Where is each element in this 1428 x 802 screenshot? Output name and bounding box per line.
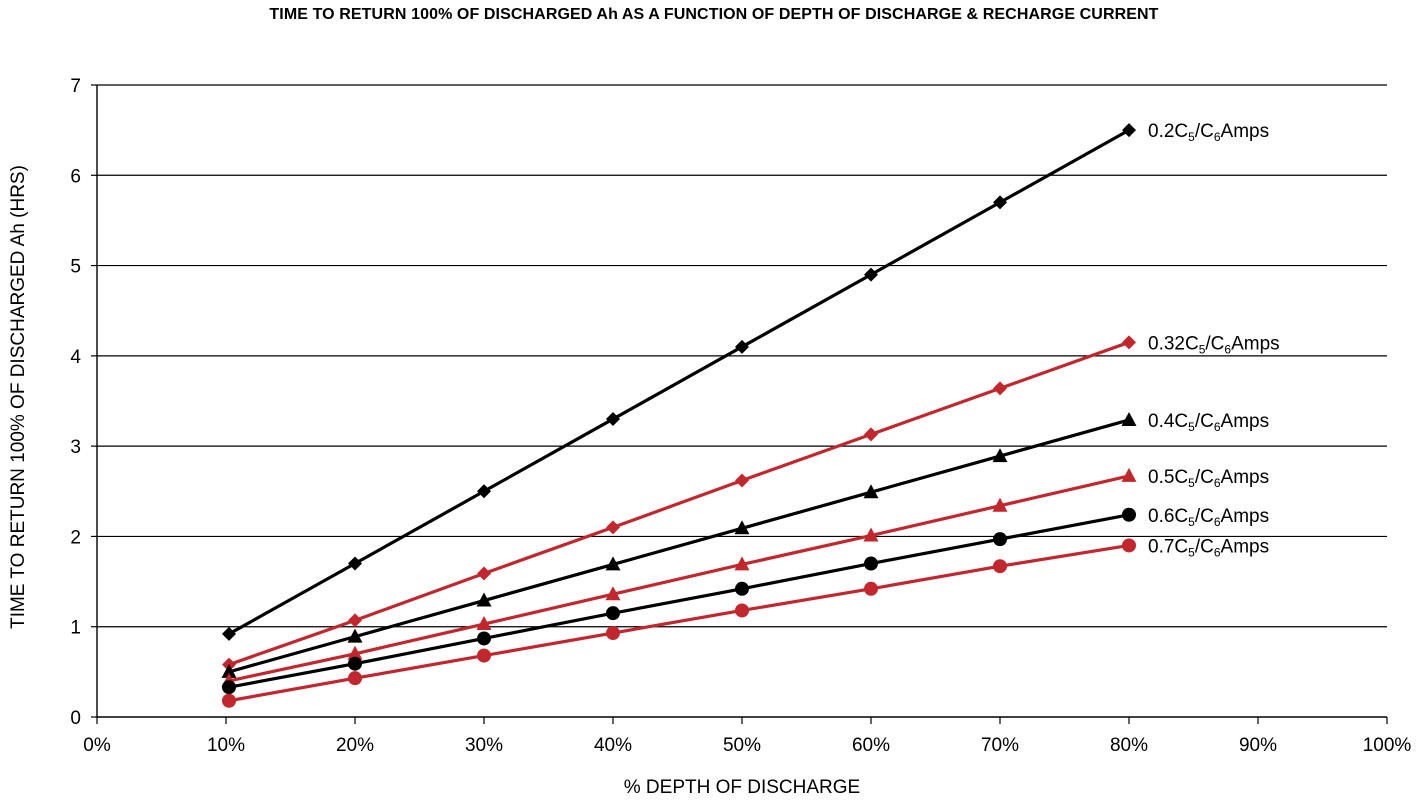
- x-tick-label: 50%: [723, 735, 761, 756]
- data-point: [476, 616, 492, 631]
- y-tick-label: 1: [70, 618, 81, 639]
- y-tick-label: 5: [70, 257, 81, 278]
- series-line: [228, 340, 1130, 667]
- x-tick-label: 80%: [1110, 735, 1148, 756]
- data-point: [993, 559, 1007, 574]
- y-tick-label: 3: [70, 437, 81, 458]
- data-point: [1122, 123, 1136, 138]
- data-point: [1121, 411, 1137, 426]
- data-point: [347, 645, 363, 660]
- series-label: 0.2C5/C6Amps: [1148, 121, 1269, 144]
- data-point: [735, 339, 749, 354]
- data-point: [348, 556, 362, 571]
- data-point: [477, 484, 491, 499]
- data-point: [864, 581, 878, 596]
- series-label: 0.7C5/C6Amps: [1148, 536, 1269, 559]
- data-point: [864, 556, 878, 571]
- data-point: [222, 680, 236, 695]
- y-tick-label: 0: [70, 708, 81, 729]
- label-layer: 0.2C5/C6Amps 0.32C5/C6Amps 0.4C5/C6Amps 0.5…: [1148, 121, 1280, 559]
- x-tick-label: 60%: [852, 735, 890, 756]
- data-point: [1122, 538, 1136, 553]
- data-point: [606, 606, 620, 621]
- x-tick-label: 70%: [981, 735, 1019, 756]
- data-point: [863, 484, 879, 499]
- data-point: [735, 603, 749, 618]
- x-tick-label: 10%: [207, 735, 245, 756]
- x-tick-label: 0%: [83, 735, 111, 756]
- series-line: [228, 418, 1130, 674]
- data-point: [606, 412, 620, 427]
- data-point: [735, 581, 749, 596]
- data-point: [605, 586, 621, 601]
- data-point: [606, 626, 620, 641]
- data-point: [734, 556, 750, 571]
- data-point: [347, 628, 363, 643]
- data-point: [606, 520, 620, 535]
- y-axis-label: TIME TO RETURN 100% OF DISCHARGED Ah (HR…: [8, 165, 29, 629]
- data-point: [992, 448, 1008, 463]
- data-point: [477, 631, 491, 646]
- x-axis-label: % DEPTH OF DISCHARGE: [624, 777, 860, 798]
- series-line: [228, 128, 1130, 636]
- data-point: [993, 195, 1007, 210]
- data-point: [863, 527, 879, 542]
- data-point: [735, 473, 749, 488]
- data-point: [993, 381, 1007, 396]
- x-tick-label: 20%: [336, 735, 374, 756]
- series-line: [228, 474, 1130, 683]
- series-5: [222, 538, 1136, 708]
- data-point: [222, 626, 236, 641]
- chart-title: TIME TO RETURN 100% OF DISCHARGED Ah AS …: [269, 6, 1159, 23]
- data-point: [348, 671, 362, 686]
- data-point: [993, 532, 1007, 547]
- data-point: [1122, 507, 1136, 522]
- series-label: 0.32C5/C6Amps: [1148, 333, 1280, 356]
- data-point: [864, 427, 878, 442]
- data-point: [348, 656, 362, 671]
- data-point: [348, 613, 362, 628]
- data-point: [221, 663, 237, 678]
- series-label: 0.5C5/C6Amps: [1148, 467, 1269, 490]
- y-tick-label: 4: [70, 347, 81, 368]
- data-point: [734, 520, 750, 535]
- data-point: [864, 267, 878, 282]
- x-tick-label: 30%: [465, 735, 503, 756]
- data-point: [477, 566, 491, 581]
- x-tick-label: 40%: [594, 735, 632, 756]
- y-tick-label: 6: [70, 166, 81, 187]
- grid-layer: [97, 84, 1387, 628]
- series-line: [228, 513, 1130, 689]
- y-tick-label: 2: [70, 527, 81, 548]
- y-tick-label: 7: [70, 76, 81, 97]
- x-tick-label: 100%: [1363, 735, 1412, 756]
- data-point: [476, 592, 492, 607]
- series-4: [222, 507, 1136, 695]
- series-line: [228, 543, 1130, 703]
- series-2: [221, 411, 1137, 678]
- series-layer: [221, 123, 1137, 708]
- series-1: [222, 335, 1136, 672]
- data-point: [222, 693, 236, 708]
- data-point: [605, 556, 621, 571]
- series-label: 0.6C5/C6Amps: [1148, 506, 1269, 529]
- data-point: [1121, 467, 1137, 482]
- series-3: [221, 467, 1137, 687]
- data-point: [477, 648, 491, 663]
- series-label: 0.4C5/C6Amps: [1148, 411, 1269, 434]
- series-0: [222, 123, 1136, 641]
- data-point: [992, 497, 1008, 512]
- x-tick-label: 90%: [1239, 735, 1277, 756]
- data-point: [1122, 335, 1136, 350]
